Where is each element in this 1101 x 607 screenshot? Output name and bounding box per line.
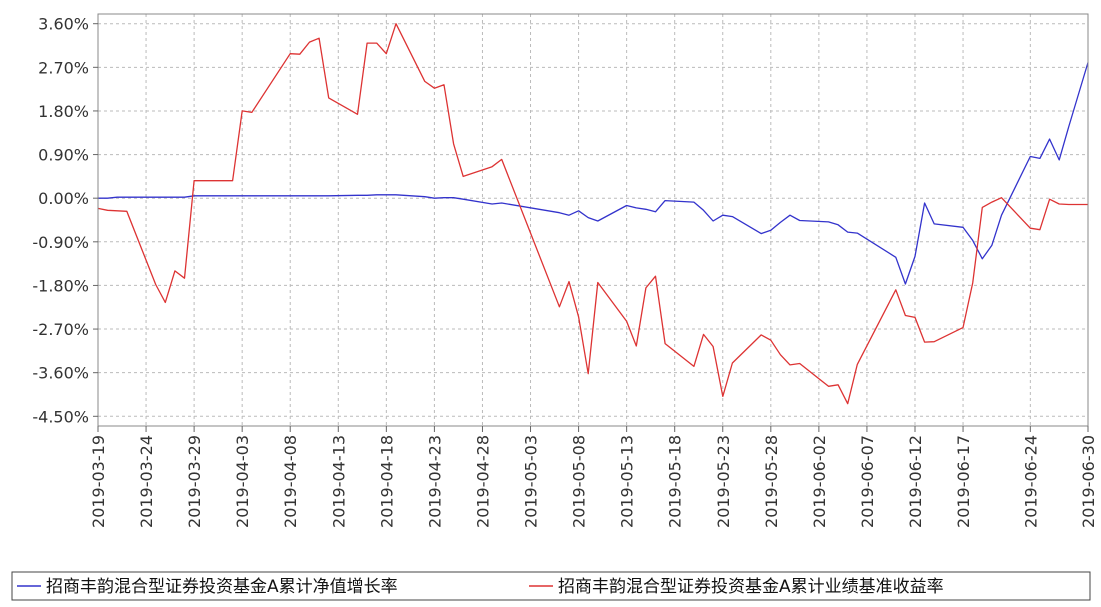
plot-area-frame	[97, 13, 1089, 427]
x-tick-label-10: 2019-05-08	[570, 435, 589, 528]
x-tick-label-2: 2019-03-29	[185, 435, 204, 528]
y-tick-label-5: -0.90%	[32, 233, 89, 252]
legend-label-series-2: 招商丰韵混合型证券投资基金A累计业绩基准收益率	[558, 577, 944, 597]
series-lines	[97, 23, 1089, 405]
series-line-1	[98, 62, 1089, 285]
series-line-2	[97, 23, 1088, 405]
y-tick-label-0: 3.60%	[38, 15, 89, 34]
y-tick-label-3: 0.90%	[38, 146, 89, 165]
x-tick-label-6: 2019-04-18	[377, 435, 396, 528]
x-tick-label-0: 2019-03-19	[89, 435, 108, 528]
x-tick-label-15: 2019-06-02	[810, 435, 829, 528]
x-tick-label-18: 2019-06-17	[954, 435, 973, 528]
x-tick-label-16: 2019-06-07	[858, 435, 877, 528]
x-tick-label-5: 2019-04-13	[329, 435, 348, 528]
x-tick-label-19: 2019-06-24	[1021, 435, 1040, 528]
x-tick-label-12: 2019-05-18	[666, 435, 685, 528]
y-tick-label-7: -2.70%	[32, 320, 89, 339]
x-tick-label-4: 2019-04-08	[281, 435, 300, 528]
y-tick-label-6: -1.80%	[32, 276, 89, 295]
y-tick-label-9: -4.50%	[32, 407, 89, 426]
x-tick-label-17: 2019-06-12	[906, 435, 925, 528]
legend-label-series-1: 招商丰韵混合型证券投资基金A累计净值增长率	[46, 577, 398, 597]
y-tick-label-4: 0.00%	[38, 189, 89, 208]
y-axis: 3.60% 2.70% 1.80% 0.90% 0.00% -0.90% -1.80% -2.…	[32, 15, 98, 426]
x-axis: 2019-03-19 2019-03-24 2019-03-29 2019-04-03…	[89, 426, 1098, 528]
x-tick-label-13: 2019-05-23	[714, 435, 733, 528]
y-tick-label-8: -3.60%	[32, 364, 89, 383]
x-tick-label-8: 2019-04-28	[473, 435, 492, 528]
x-tick-label-11: 2019-05-13	[618, 435, 637, 528]
x-tick-label-7: 2019-04-23	[425, 435, 444, 528]
x-tick-label-1: 2019-03-24	[137, 435, 156, 528]
x-tick-label-9: 2019-05-03	[522, 435, 541, 528]
x-tick-label-20: 2019-06-30	[1079, 435, 1098, 528]
x-tick-label-14: 2019-05-28	[762, 435, 781, 528]
legend: 招商丰韵混合型证券投资基金A累计净值增长率 招商丰韵混合型证券投资基金A累计业绩…	[11, 571, 1091, 601]
y-tick-label-2: 1.80%	[38, 102, 89, 121]
y-tick-label-1: 2.70%	[38, 58, 89, 77]
x-tick-label-3: 2019-04-03	[233, 435, 252, 528]
